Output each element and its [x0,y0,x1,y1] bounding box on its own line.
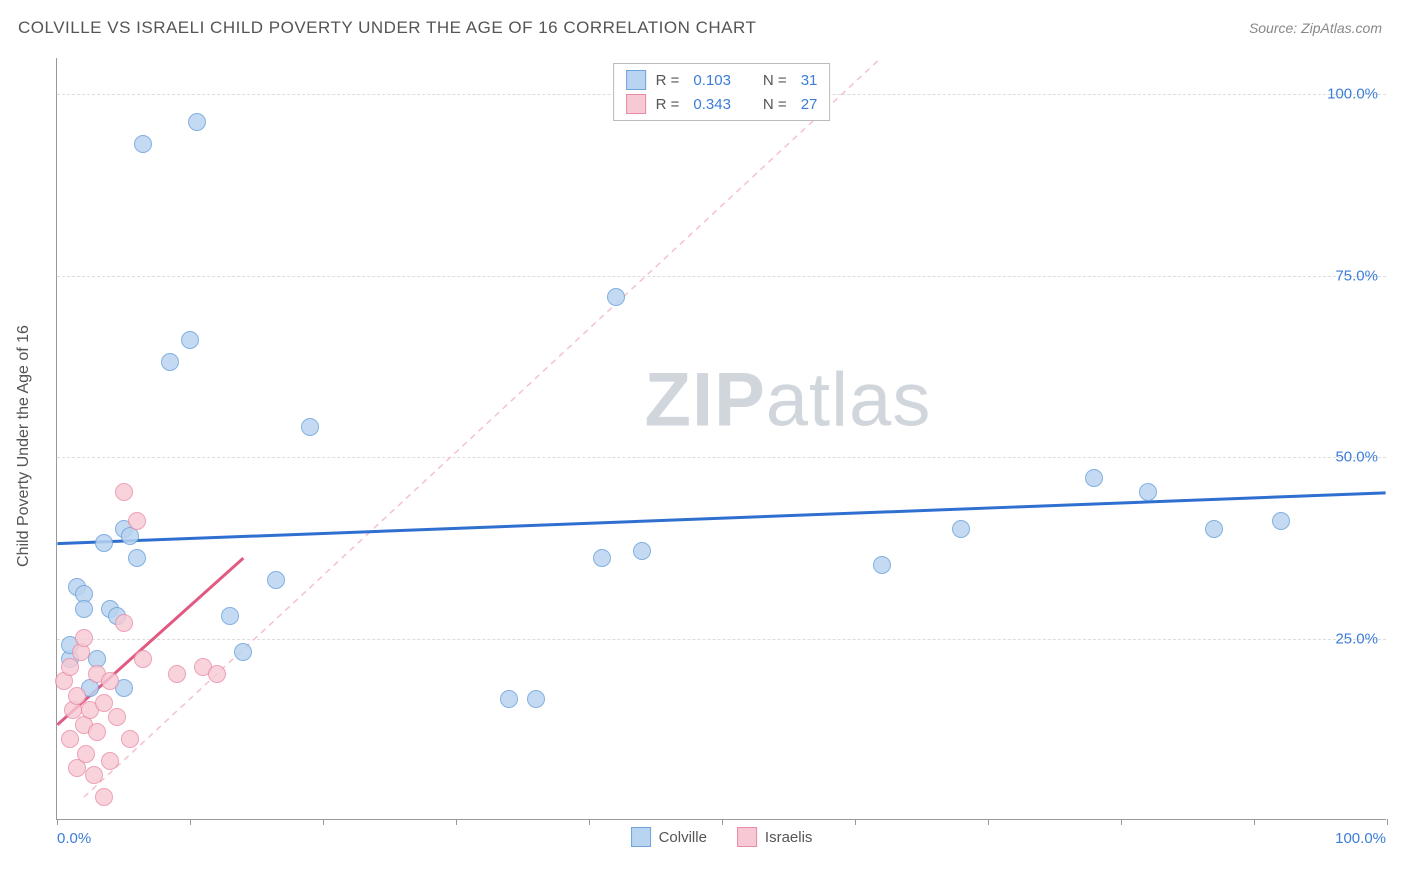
data-point [115,614,133,632]
data-point [1272,512,1290,530]
x-tick [190,819,191,825]
data-point [95,694,113,712]
chart-container: COLVILLE VS ISRAELI CHILD POVERTY UNDER … [0,0,1406,892]
legend-row-colville: R = 0.103 N = 31 [626,68,818,92]
swatch-israelis [626,94,646,114]
x-tick [1387,819,1388,825]
x-tick [57,819,58,825]
data-point [95,534,113,552]
data-point [134,135,152,153]
y-tick-label: 100.0% [1327,86,1388,103]
y-tick-label: 25.0% [1335,630,1388,647]
data-point [208,665,226,683]
chart-title: COLVILLE VS ISRAELI CHILD POVERTY UNDER … [18,18,756,38]
data-point [161,353,179,371]
data-point [301,418,319,436]
data-point [234,643,252,661]
x-tick [323,819,324,825]
data-point [101,752,119,770]
data-point [88,723,106,741]
data-point [221,607,239,625]
x-tick [456,819,457,825]
data-point [267,571,285,589]
watermark: ZIPatlas [645,357,932,444]
data-point [1139,483,1157,501]
plot-area: ZIPatlas R = 0.103 N = 31 R = 0.343 N = … [56,58,1386,820]
legend-item-israelis: Israelis [737,827,813,847]
data-point [873,556,891,574]
data-point [500,690,518,708]
x-tick [1254,819,1255,825]
swatch-israelis-icon [737,827,757,847]
data-point [633,542,651,560]
x-tick [855,819,856,825]
x-tick [589,819,590,825]
data-point [128,512,146,530]
x-tick [722,819,723,825]
data-point [527,690,545,708]
y-axis-title: Child Poverty Under the Age of 16 [15,325,33,567]
gridline [57,276,1386,277]
y-tick-label: 50.0% [1335,449,1388,466]
data-point [952,520,970,538]
data-point [168,665,186,683]
data-point [1085,469,1103,487]
x-axis-end-label: 100.0% [1335,830,1386,847]
legend-item-colville: Colville [631,827,707,847]
source-label: Source: ZipAtlas.com [1249,20,1382,36]
data-point [128,549,146,567]
data-point [77,745,95,763]
legend-row-israelis: R = 0.343 N = 27 [626,92,818,116]
data-point [75,629,93,647]
data-point [115,483,133,501]
data-point [61,730,79,748]
data-point [593,549,611,567]
data-point [68,687,86,705]
data-point [85,766,103,784]
x-axis-start-label: 0.0% [57,830,91,847]
data-point [181,331,199,349]
data-point [134,650,152,668]
data-point [75,600,93,618]
gridline [57,457,1386,458]
data-point [1205,520,1223,538]
data-point [108,708,126,726]
swatch-colville-icon [631,827,651,847]
x-tick [1121,819,1122,825]
data-point [121,730,139,748]
data-point [95,788,113,806]
x-tick [988,819,989,825]
data-point [188,113,206,131]
data-point [101,672,119,690]
gridline [57,639,1386,640]
swatch-colville [626,70,646,90]
y-tick-label: 75.0% [1335,267,1388,284]
legend-series: Colville Israelis [631,827,813,847]
legend-correlation: R = 0.103 N = 31 R = 0.343 N = 27 [613,63,831,121]
data-point [607,288,625,306]
trend-lines-layer [57,58,1386,819]
